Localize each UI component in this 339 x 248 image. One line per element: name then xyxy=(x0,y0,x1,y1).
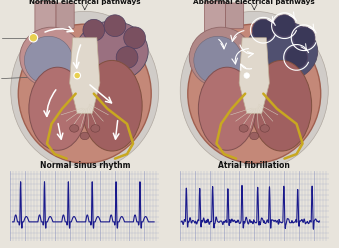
Circle shape xyxy=(74,72,81,79)
Ellipse shape xyxy=(18,24,151,163)
Ellipse shape xyxy=(80,132,89,140)
FancyBboxPatch shape xyxy=(225,3,244,29)
Circle shape xyxy=(116,47,138,68)
Ellipse shape xyxy=(189,27,253,88)
Ellipse shape xyxy=(250,132,259,140)
Circle shape xyxy=(253,19,274,41)
Ellipse shape xyxy=(239,124,248,132)
Ellipse shape xyxy=(91,124,100,132)
Circle shape xyxy=(293,27,315,49)
Ellipse shape xyxy=(188,24,321,163)
Polygon shape xyxy=(69,38,100,113)
Text: Normal electrical pathways: Normal electrical pathways xyxy=(29,0,141,4)
Text: Abnormal electrical pathways: Abnormal electrical pathways xyxy=(193,0,315,4)
Ellipse shape xyxy=(194,36,242,85)
Ellipse shape xyxy=(245,21,318,82)
Ellipse shape xyxy=(76,21,148,82)
Circle shape xyxy=(83,19,105,41)
Title: Atrial fibrillation: Atrial fibrillation xyxy=(218,161,290,170)
Ellipse shape xyxy=(29,67,86,150)
Circle shape xyxy=(274,15,295,36)
Circle shape xyxy=(124,27,145,49)
Circle shape xyxy=(244,73,250,78)
FancyBboxPatch shape xyxy=(204,1,225,35)
Ellipse shape xyxy=(198,67,256,150)
Ellipse shape xyxy=(24,36,73,85)
Ellipse shape xyxy=(180,11,328,170)
Ellipse shape xyxy=(260,124,270,132)
Ellipse shape xyxy=(11,11,159,170)
Ellipse shape xyxy=(20,27,83,88)
Ellipse shape xyxy=(251,61,312,151)
Circle shape xyxy=(104,15,126,36)
Circle shape xyxy=(29,33,38,42)
Ellipse shape xyxy=(82,61,142,151)
FancyBboxPatch shape xyxy=(35,1,56,35)
Ellipse shape xyxy=(69,124,79,132)
Circle shape xyxy=(286,47,307,68)
Title: Normal sinus rhythm: Normal sinus rhythm xyxy=(40,161,130,170)
FancyBboxPatch shape xyxy=(56,3,74,29)
Polygon shape xyxy=(239,38,270,113)
